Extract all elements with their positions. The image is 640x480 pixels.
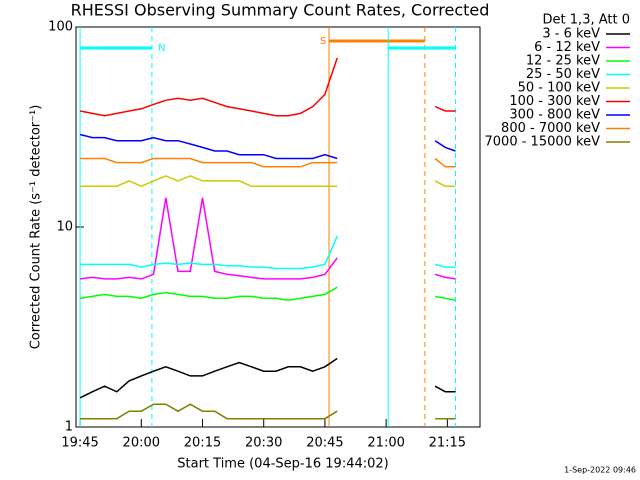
x-tick-label: 21:15 (429, 436, 466, 451)
series-line (79, 357, 456, 399)
series-line (79, 286, 456, 302)
series-line (79, 57, 456, 117)
x-tick-label: 19:45 (61, 436, 98, 451)
legend-label: 3 - 6 keV (542, 27, 600, 42)
chart-title: RHESSI Observing Summary Count Rates, Co… (71, 1, 490, 20)
legend-label: 12 - 25 keV (526, 54, 600, 69)
legend-title: Det 1,3, Att 0 (543, 13, 630, 28)
plot-frame (75, 26, 481, 428)
x-axis-label: Start Time (04-Sep-16 19:44:02) (177, 457, 388, 472)
y-tick-label: 1 (65, 420, 73, 435)
y-tick-label: 100 (48, 20, 73, 35)
legend-label: 800 - 7000 keV (501, 121, 600, 136)
x-tick-label: 21:00 (367, 436, 404, 451)
x-tick-label: 20:30 (245, 436, 282, 451)
series-line (80, 197, 456, 280)
flag-label: S (320, 36, 326, 47)
legend-label: 50 - 100 keV (518, 81, 601, 96)
legend-label: 100 - 300 keV (509, 94, 600, 109)
x-tick-label: 20:15 (184, 436, 221, 451)
y-axis-label: Corrected Count Rate (s⁻¹ detector⁻¹) (29, 105, 44, 350)
legend-label: 7000 - 15000 keV (485, 135, 601, 150)
x-tick-label: 20:45 (306, 436, 343, 451)
series-line (80, 403, 456, 420)
flag-label: N (158, 43, 165, 54)
series-line (80, 235, 456, 270)
series-line (80, 175, 456, 188)
series-line (80, 157, 456, 168)
legend-label: 300 - 800 keV (509, 108, 600, 123)
legend-label: 6 - 12 keV (534, 40, 600, 55)
series-line (79, 133, 456, 160)
legend-label: 25 - 50 keV (526, 67, 600, 82)
footer: 1-Sep-2022 09:46 (564, 466, 636, 475)
x-tick-label: 20:00 (123, 436, 160, 451)
y-tick-label: 10 (56, 220, 73, 235)
